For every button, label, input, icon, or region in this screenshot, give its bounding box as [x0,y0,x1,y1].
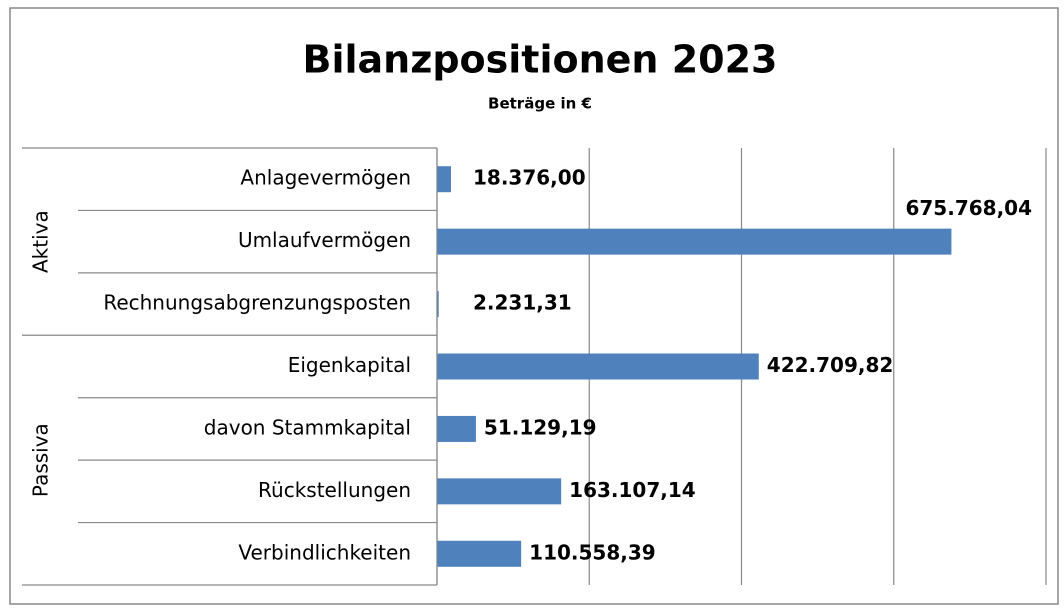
bar [437,353,759,380]
bar [437,166,451,193]
bar [437,540,522,567]
value-label: 163.107,14 [569,478,696,502]
value-label: 2.231,31 [473,291,572,315]
group-label: Passiva [29,423,53,497]
value-label: 675.768,04 [905,196,1032,220]
bar [437,478,562,505]
y-tick-label: davon Stammkapital [204,415,411,439]
y-tick-label: Anlagevermögen [240,166,411,190]
value-label: 110.558,39 [529,540,656,564]
bar [437,415,476,442]
chart-title: Bilanzpositionen 2023 [303,38,778,82]
bar [437,228,952,255]
y-tick-label: Rückstellungen [258,478,411,502]
bar [437,291,439,318]
value-label: 51.129,19 [484,415,597,439]
value-label: 422.709,82 [767,353,894,377]
y-tick-label: Verbindlichkeiten [238,540,411,564]
y-tick-label: Eigenkapital [288,353,411,377]
value-label: 18.376,00 [473,166,586,190]
group-label: Aktiva [29,210,53,273]
chart-frame [9,7,1059,605]
y-tick-label: Rechnungsabgrenzungsposten [103,291,411,315]
chart-subtitle: Beträge in € [488,95,592,113]
y-tick-label: Umlaufvermögen [238,228,411,252]
